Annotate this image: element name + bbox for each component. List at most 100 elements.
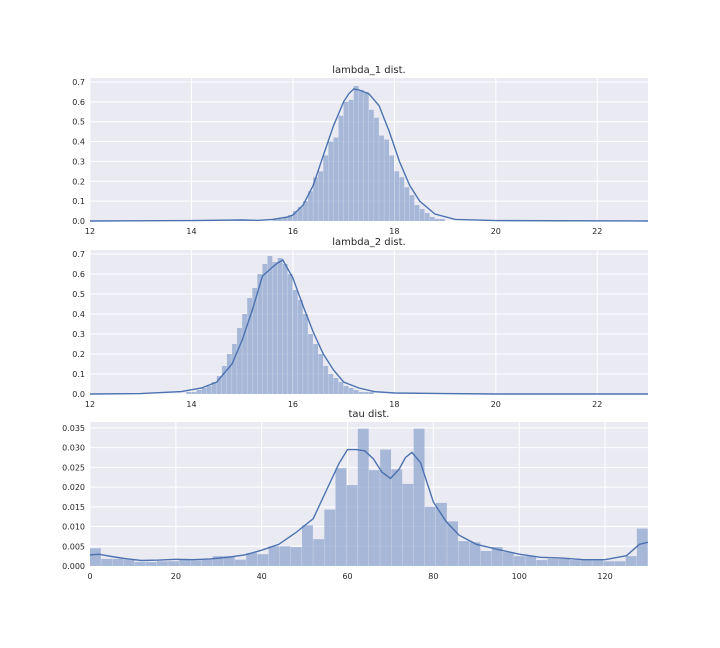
tau-hist-bar (547, 558, 559, 566)
tau-hist-bar (380, 449, 392, 566)
tau-hist-bar (190, 560, 202, 566)
tau-hist-bar (179, 559, 191, 566)
tau-hist-bar (302, 525, 313, 566)
tau-hist-bar (558, 558, 570, 566)
tau-hist-bar (212, 556, 224, 566)
lambda2-hist-bar (369, 392, 374, 394)
lambda2-hist-bar (252, 288, 258, 394)
tau-hist-bar (335, 468, 347, 566)
lambda1-hist-bar (297, 207, 303, 221)
lambda2-hist-bar (257, 274, 263, 394)
lambda1-hist-bar (323, 155, 329, 221)
lambda2-hist-bar (303, 314, 308, 394)
lambda2-x-tick-label: 14 (186, 400, 196, 409)
lambda2-hist-bar (353, 390, 359, 394)
tau-hist-bar (424, 506, 436, 566)
tau-x-tick-label: 80 (428, 572, 438, 581)
lambda2-hist-bar (363, 392, 369, 394)
lambda2-y-tick-label: 0.0 (72, 390, 85, 399)
lambda2-hist-bar (287, 274, 293, 394)
lambda1-hist-bar (404, 187, 410, 221)
lambda2-hist-bar (292, 290, 298, 394)
lambda2-hist-bar (201, 388, 207, 394)
lambda1-x-tick-label: 16 (288, 227, 298, 236)
tau-hist-bar (168, 561, 179, 566)
tau-hist-bar (246, 552, 258, 566)
lambda1-x-tick-label: 22 (592, 227, 602, 236)
tau-hist-bar (268, 546, 280, 566)
lambda2-y-tick-label: 0.3 (72, 330, 85, 339)
lambda1-y-tick-label: 0.0 (72, 217, 85, 226)
tau-y-tick-label: 0.025 (62, 463, 85, 472)
tau-hist-bar (279, 546, 291, 566)
tau-y-tick-label: 0.000 (62, 562, 85, 571)
lambda2-hist-bar (277, 258, 283, 394)
lambda2-y-tick-label: 0.2 (72, 350, 85, 359)
lambda2-hist-bar (318, 354, 324, 394)
lambda1-hist-bar (429, 217, 435, 221)
lambda1-hist-bar (440, 219, 445, 221)
tau-hist-bar (536, 560, 548, 566)
lambda2-hist-bar (282, 264, 288, 394)
tau-y-tick-label: 0.005 (62, 542, 85, 551)
lambda1-hist-bar (394, 171, 400, 221)
lambda2-x-tick-label: 12 (85, 400, 95, 409)
lambda2-y-tick-label: 0.6 (72, 270, 85, 279)
lambda1-hist-bar (374, 117, 379, 221)
lambda2-hist-bar (272, 262, 278, 394)
tau-hist-bar (435, 502, 447, 566)
lambda2-x-tick-label: 18 (389, 400, 399, 409)
lambda1-y-tick-label: 0.1 (72, 197, 85, 206)
lambda1-hist-bar (318, 171, 324, 221)
lambda1-x-tick-label: 18 (389, 227, 399, 236)
lambda2-hist-bar (242, 314, 247, 394)
tau-hist-bar (614, 561, 626, 566)
lambda1-hist-bar (272, 219, 278, 221)
lambda2-hist-bar (333, 378, 339, 394)
tau-hist-bar (514, 556, 525, 566)
lambda2-hist-bar (343, 386, 349, 394)
tau-hist-bar (447, 521, 458, 566)
tau-y-tick-label: 0.020 (62, 483, 85, 492)
lambda1-hist-bar (277, 219, 283, 221)
lambda2-hist-bar (297, 300, 303, 394)
lambda2-hist-bar (338, 382, 344, 394)
tau-hist-bar (346, 485, 358, 566)
lambda1-hist-bar (348, 99, 354, 221)
lambda2-plot-area (90, 250, 648, 394)
tau-y-tick-label: 0.030 (62, 444, 85, 453)
tau-hist-bar (156, 561, 168, 566)
lambda1-hist-bar (333, 137, 339, 221)
lambda2-x-tick-label: 22 (592, 400, 602, 409)
tau-hist-bar (369, 470, 380, 566)
lambda2-hist-bar (247, 298, 253, 394)
lambda1-hist-bar (313, 177, 318, 221)
tau-hist-bar (112, 558, 124, 566)
tau-hist-bar (134, 562, 146, 566)
lambda2-y-tick-label: 0.4 (72, 310, 85, 319)
lambda1-hist-bar (363, 91, 369, 222)
tau-hist-bar (581, 560, 592, 566)
lambda2-hist-bar (216, 376, 222, 394)
tau-hist-bar (101, 558, 113, 566)
tau-x-tick-label: 40 (257, 572, 267, 581)
lambda1-hist-bar (287, 215, 293, 221)
tau-hist-bar (324, 509, 336, 566)
lambda1-hist-bar (292, 211, 298, 221)
tau-hist-bar (257, 554, 269, 566)
lambda2-hist-bar (221, 366, 227, 394)
lambda1-hist-bar (338, 115, 344, 221)
lambda1-x-tick-label: 14 (186, 227, 196, 236)
tau-x-tick-label: 120 (597, 572, 612, 581)
tau-hist-bar (235, 559, 246, 566)
lambda1-hist-bar (414, 205, 420, 221)
lambda2-y-tick-label: 0.5 (72, 290, 85, 299)
lambda1-hist-bar (282, 217, 288, 221)
tau-hist-bar (90, 548, 101, 566)
lambda2-hist-bar (191, 392, 197, 394)
lambda1-panel: 0.0 0.1 0.2 0.3 0.4 0.5 0.6 0.7 12 14 16 18 20 22 lam… (72, 65, 649, 236)
lambda1-hist-bar (399, 177, 405, 221)
lambda2-kde-line (89, 259, 648, 395)
lambda1-x-tick-label: 12 (85, 227, 95, 236)
